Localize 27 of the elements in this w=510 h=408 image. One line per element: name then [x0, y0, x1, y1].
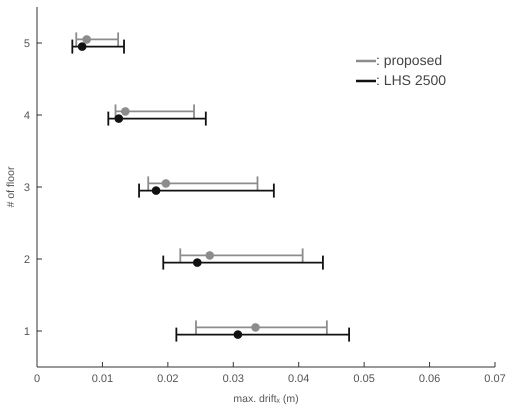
y-tick-label: 5	[24, 38, 30, 50]
x-tick-label: 0	[34, 373, 40, 385]
legend-label: : proposed	[376, 52, 442, 68]
y-tick-label: 1	[24, 326, 30, 338]
point	[251, 323, 260, 332]
point	[78, 42, 86, 51]
y-tick-label: 2	[24, 254, 30, 266]
x-tick-label: 0.03	[222, 373, 244, 385]
y-tick-label: 3	[24, 182, 30, 194]
point	[234, 330, 242, 339]
point	[205, 251, 214, 260]
x-tick-label: 0.05	[353, 373, 375, 385]
y-axis-title: # of floor	[5, 166, 17, 208]
x-tick-label: 0.04	[288, 373, 310, 385]
legend-label: : LHS 2500	[376, 72, 446, 88]
point	[162, 179, 170, 188]
x-tick-label: 0.02	[157, 373, 179, 385]
x-tick-label: 0.01	[92, 373, 114, 385]
point	[193, 258, 202, 267]
x-tick-label: 0.07	[484, 373, 506, 385]
point	[121, 107, 130, 116]
point	[152, 186, 160, 195]
x-axis-title: max. driftₓ (m)	[233, 393, 299, 405]
y-tick-label: 4	[24, 110, 30, 122]
x-tick-label: 0.06	[418, 373, 440, 385]
point	[114, 114, 124, 123]
point	[82, 35, 92, 44]
